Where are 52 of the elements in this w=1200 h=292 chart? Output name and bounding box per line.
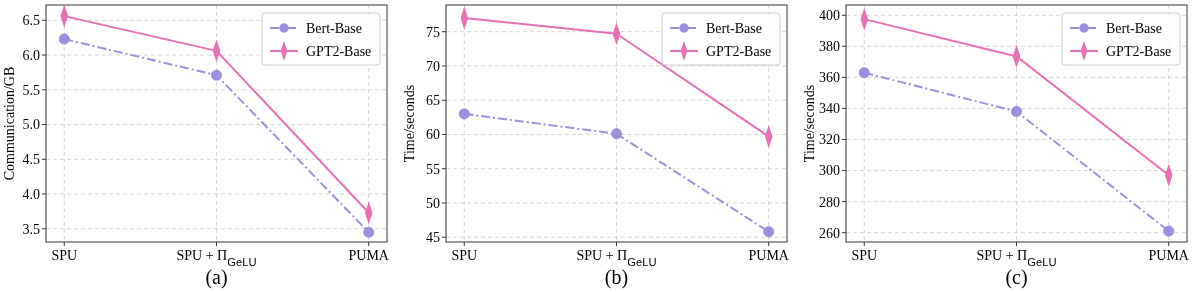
y-tick-label: 5.5: [22, 82, 40, 98]
y-tick-label: 45: [426, 230, 440, 246]
y-tick-label: 6.5: [22, 13, 40, 29]
x-tick-label: SPU: [451, 248, 478, 263]
x-axis-title: (c): [1005, 266, 1028, 289]
point: [58, 33, 70, 45]
y-tick-label: 50: [426, 195, 440, 211]
y-tick-label: 380: [819, 39, 840, 55]
y-tick-label: 6.0: [22, 47, 40, 63]
y-tick-label: 65: [426, 93, 440, 109]
x-axis-title: (a): [205, 266, 228, 289]
legend-label: GPT2-Base: [306, 43, 372, 59]
x-tick-label: SPU + Π$_{GeLU}$: [976, 248, 1057, 268]
point: [1163, 225, 1175, 237]
y-tick-label: 4.5: [22, 152, 40, 168]
y-tick-label: 340: [819, 101, 840, 117]
y-tick-label: 4.0: [22, 186, 40, 202]
y-tick-label: 5.0: [22, 117, 40, 133]
legend-label: GPT2-Base: [706, 43, 772, 59]
legend-label: Bert-Base: [1106, 20, 1162, 36]
y-axis-title: Communication/GB: [2, 66, 17, 181]
point: [763, 226, 775, 238]
y-tick-label: 3.5: [22, 221, 40, 237]
y-axis-title: Time/seconds: [402, 84, 417, 163]
legend-label: Bert-Base: [306, 20, 362, 36]
point: [458, 108, 470, 120]
point: [363, 226, 375, 238]
x-tick-label: PUMA: [748, 248, 790, 263]
y-tick-label: 60: [426, 127, 440, 143]
y-tick-label: 320: [819, 132, 840, 148]
y-tick-label: 400: [819, 8, 840, 24]
x-tick-label: PUMA: [1148, 248, 1190, 263]
y-axis-title: Time/seconds: [802, 84, 817, 163]
legend-label: Bert-Base: [706, 20, 762, 36]
x-tick-label: SPU: [51, 248, 78, 263]
y-tick-label: 75: [426, 24, 440, 40]
x-tick-label: PUMA: [348, 248, 390, 263]
point: [610, 128, 623, 140]
x-tick-label: SPU + Π$_{GeLU}$: [576, 248, 657, 268]
x-tick-label: SPU + Π$_{GeLU}$: [176, 248, 257, 268]
y-tick-label: 280: [819, 194, 840, 210]
y-tick-label: 260: [819, 225, 840, 241]
x-axis-title: (b): [604, 266, 629, 289]
y-tick-label: 360: [819, 70, 840, 86]
x-tick-label: SPU: [851, 248, 878, 263]
point: [858, 67, 870, 79]
y-tick-label: 300: [819, 163, 840, 179]
y-tick-label: 55: [426, 161, 440, 177]
point: [1010, 106, 1023, 118]
point: [210, 69, 223, 81]
legend-label: GPT2-Base: [1106, 43, 1172, 59]
y-tick-label: 70: [426, 58, 440, 74]
